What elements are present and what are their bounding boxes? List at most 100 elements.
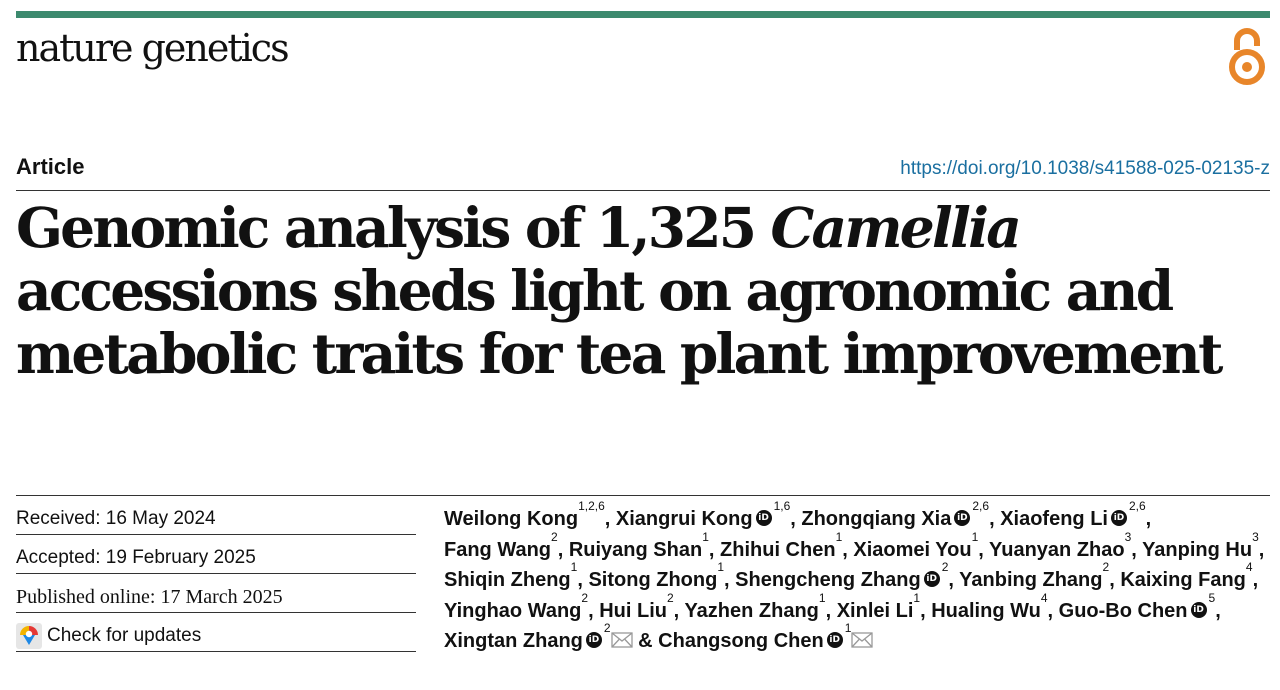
author-item[interactable]: Yuanyan Zhao3	[989, 531, 1131, 561]
article-title: Genomic analysis of 1,325 Camellia acces…	[16, 196, 1266, 385]
author-item[interactable]: Yazhen Zhang1	[684, 592, 825, 622]
published-date: Published online: 17 March 2025	[16, 574, 416, 613]
author-affiliation: 2	[666, 590, 674, 605]
orcid-icon[interactable]: iD	[954, 510, 971, 527]
accepted-date: Accepted: 19 February 2025	[16, 535, 416, 574]
author-separator: ,	[989, 508, 1001, 530]
author-name: Ruiyang Shan	[568, 538, 703, 561]
author-item[interactable]: Fang Wang2	[444, 531, 558, 561]
author-affiliation: 2	[1102, 560, 1110, 574]
mail-icon[interactable]	[851, 632, 874, 648]
article-type-label: Article	[16, 154, 85, 179]
author-affiliation: 1,6	[773, 499, 791, 513]
orcid-icon[interactable]: iD	[755, 510, 772, 527]
author-name: Kaixing Fang	[1120, 569, 1246, 591]
doi-link[interactable]: https://doi.org/10.1038/s41588-025-02135…	[900, 158, 1270, 179]
author-item[interactable]: Xingtan Zhang iD2	[444, 622, 633, 652]
author-separator: ,	[604, 508, 616, 530]
author-affiliation: 2	[603, 621, 611, 635]
author-name: Zhongqiang Xia	[801, 508, 952, 530]
author-name: Shiqin Zheng	[444, 569, 571, 591]
author-affiliation: 1,2,6	[578, 499, 605, 513]
author-item[interactable]: Xiangrui Kong iD1,6	[615, 500, 790, 530]
author-name: Xiaofeng Li	[1000, 508, 1108, 530]
author-name: Yanbing Zhang	[959, 569, 1103, 591]
author-separator: ,	[1252, 569, 1259, 591]
author-item[interactable]: Shiqin Zheng1	[444, 561, 577, 591]
author-item[interactable]: Yanbing Zhang2	[959, 561, 1109, 591]
author-name: Sitong Zhong	[588, 569, 718, 591]
author-affiliation: 1	[913, 590, 921, 605]
author-name: Yazhen Zhang	[684, 599, 819, 622]
author-item[interactable]: Zhihui Chen1	[720, 531, 842, 561]
author-item[interactable]: Sitong Zhong1	[588, 561, 724, 591]
journal-name[interactable]: nature genetics	[16, 26, 290, 70]
author-item[interactable]: Hualing Wu4	[931, 592, 1047, 622]
author-item[interactable]: Xinlei Li1	[837, 592, 920, 622]
received-date: Received: 16 May 2024	[16, 496, 416, 535]
author-name: Fang Wang	[444, 538, 552, 561]
author-affiliation: 2	[551, 529, 558, 544]
author-name: Xiaomei You	[853, 538, 972, 561]
author-name: Xiangrui Kong	[615, 508, 753, 530]
author-name: Zhihui Chen	[720, 538, 836, 561]
orcid-icon[interactable]: iD	[585, 632, 602, 649]
author-item[interactable]: Ruiyang Shan1	[568, 531, 709, 561]
author-separator: ,	[673, 599, 685, 622]
author-name: Hualing Wu	[931, 599, 1041, 622]
author-list: Weilong Kong1,2,6, Xiangrui Kong iD1,6, Z…	[444, 500, 1274, 657]
author-name: Xingtan Zhang	[444, 630, 583, 652]
journal-brand-bar	[16, 11, 1270, 18]
author-affiliation: 1	[702, 529, 709, 544]
meta-divider	[16, 495, 1270, 496]
author-affiliation: 2	[581, 590, 589, 605]
author-item[interactable]: Zhongqiang Xia iD2,6	[801, 500, 989, 530]
orcid-icon[interactable]: iD	[1190, 601, 1207, 618]
title-italic-genus: Camellia	[770, 195, 1022, 260]
author-affiliation: 3	[1252, 529, 1259, 544]
author-affiliation: 1	[835, 529, 843, 544]
author-item[interactable]: Yinghao Wang2	[444, 592, 588, 622]
open-access-lock-icon	[1229, 28, 1265, 85]
author-separator: ,	[708, 538, 721, 561]
check-updates-button[interactable]: Check for updates	[16, 613, 416, 652]
author-item[interactable]: Hui Liu2	[599, 592, 673, 622]
check-updates-label: Check for updates	[47, 625, 202, 646]
author-item[interactable]: Kaixing Fang4	[1120, 561, 1252, 591]
title-part-1: Genomic analysis of 1,325	[16, 195, 771, 260]
publication-dates: Received: 16 May 2024 Accepted: 19 Febru…	[16, 496, 416, 652]
orcid-icon[interactable]: iD	[923, 571, 940, 588]
author-separator: ,	[948, 569, 960, 591]
author-separator: ,	[1131, 538, 1143, 561]
author-name: Yanping Hu	[1142, 538, 1253, 561]
title-part-2: accessions sheds light on agronomic and …	[16, 258, 1223, 386]
author-affiliation: 4	[1040, 590, 1048, 605]
mail-icon[interactable]	[610, 632, 633, 648]
author-separator: ,	[790, 508, 802, 530]
orcid-icon[interactable]: iD	[826, 632, 843, 649]
author-name: Yinghao Wang	[444, 599, 582, 622]
author-affiliation: 3	[1124, 529, 1132, 544]
author-separator: ,	[1047, 599, 1059, 622]
orcid-icon[interactable]: iD	[1110, 510, 1127, 527]
author-affiliation: 1	[971, 529, 979, 544]
author-item[interactable]: Shengcheng Zhang iD2	[735, 561, 948, 591]
author-affiliation: 1	[717, 560, 725, 574]
author-name: Hui Liu	[599, 599, 667, 622]
author-separator: ,	[920, 599, 932, 622]
author-separator: ,	[842, 538, 854, 561]
author-item[interactable]: Xiaofeng Li iD2,6	[1000, 500, 1145, 530]
author-separator: ,	[1258, 538, 1265, 561]
author-item[interactable]: Guo-Bo Chen iD5	[1059, 592, 1216, 622]
author-name: Weilong Kong	[444, 508, 579, 530]
author-item[interactable]: Yanping Hu3	[1142, 531, 1259, 561]
header-divider	[16, 190, 1270, 191]
author-separator: ,	[724, 569, 736, 591]
author-item[interactable]: Xiaomei You1	[853, 531, 978, 561]
author-item[interactable]: Weilong Kong1,2,6	[444, 500, 605, 530]
author-separator: ,	[1109, 569, 1121, 591]
author-item[interactable]: Changsong Chen iD1	[658, 622, 874, 652]
author-separator: ,	[1215, 599, 1221, 622]
author-separator: ,	[557, 538, 569, 561]
author-affiliation: 2	[941, 560, 949, 574]
